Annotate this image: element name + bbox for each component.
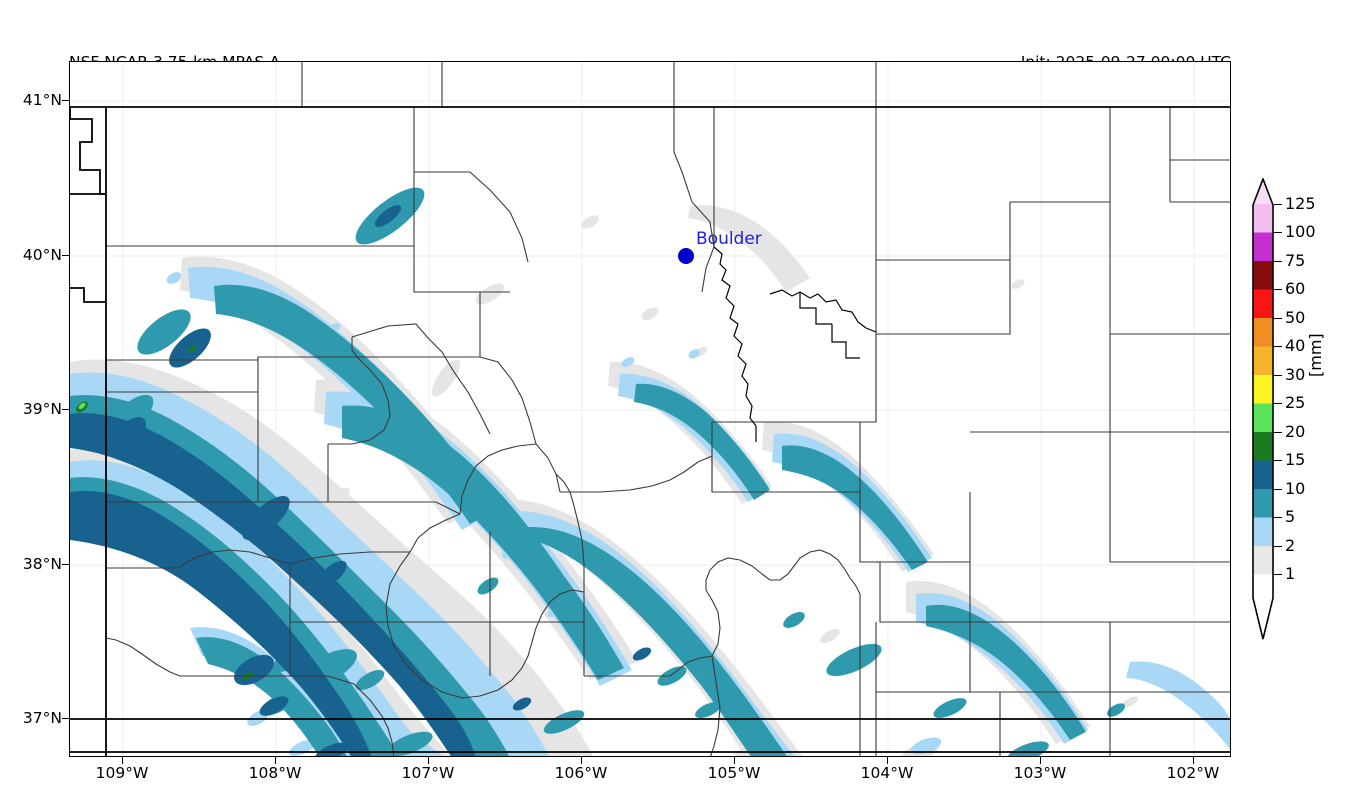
xtick-label-106w: 106°W <box>554 764 608 782</box>
cbtick-label-1: 1 <box>1285 564 1296 583</box>
xtick-mark-107w <box>428 757 429 764</box>
cbtick-mark-125 <box>1274 204 1282 205</box>
cbband-30-40 <box>1253 346 1273 375</box>
cbtick-mark-20 <box>1274 432 1282 433</box>
cbband-40-50 <box>1253 318 1273 347</box>
ytick-mark-38n <box>62 564 69 565</box>
precip-band-20-25 <box>78 402 86 410</box>
cbtick-mark-5 <box>1274 517 1282 518</box>
cbtick-mark-60 <box>1274 289 1282 290</box>
cbtick-label-30: 30 <box>1285 365 1306 384</box>
xtick-mark-108w <box>275 757 276 764</box>
ytick-label-41n: 41°N <box>22 91 62 109</box>
cbtick-label-75: 75 <box>1285 251 1306 270</box>
cbtick-mark-40 <box>1274 346 1282 347</box>
cbtick-label-10: 10 <box>1285 479 1306 498</box>
colorbar-over-arrow <box>1253 178 1273 204</box>
colorbar-unit-label: [mm] <box>1306 333 1325 377</box>
precip-band-10-15 <box>70 205 652 756</box>
map-canvas <box>70 62 1230 756</box>
cbtick-mark-30 <box>1274 375 1282 376</box>
colorbar-outline <box>1252 178 1274 640</box>
xtick-label-107w: 107°W <box>401 764 455 782</box>
cbband-25-30 <box>1253 375 1273 404</box>
cbtick-label-40: 40 <box>1285 336 1306 355</box>
terrain-outline <box>713 246 877 442</box>
cbtick-label-125: 125 <box>1285 194 1316 213</box>
cbband-20-25 <box>1253 403 1273 432</box>
xtick-mark-105w <box>734 757 735 764</box>
xtick-mark-103w <box>1040 757 1041 764</box>
ytick-label-39n: 39°N <box>22 400 62 418</box>
cbtick-mark-50 <box>1274 318 1282 319</box>
ytick-mark-40n <box>62 255 69 256</box>
map-panel[interactable]: Boulder <box>69 61 1231 757</box>
ytick-label-40n: 40°N <box>22 246 62 264</box>
cbband-75-100 <box>1253 232 1273 261</box>
ytick-label-37n: 37°N <box>22 709 62 727</box>
ytick-mark-39n <box>62 409 69 410</box>
cbband-60-75 <box>1253 261 1273 290</box>
ytick-label-38n: 38°N <box>22 555 62 573</box>
colorbar-bands <box>1253 178 1273 640</box>
ytick-mark-37n <box>62 718 69 719</box>
county-boundaries <box>105 62 1230 756</box>
cbtick-label-50: 50 <box>1285 308 1306 327</box>
xtick-label-109w: 109°W <box>95 764 149 782</box>
cbband-50-60 <box>1253 289 1273 318</box>
cbtick-mark-10 <box>1274 489 1282 490</box>
cbtick-label-60: 60 <box>1285 279 1306 298</box>
cbtick-mark-15 <box>1274 460 1282 461</box>
xtick-label-102w: 102°W <box>1166 764 1220 782</box>
xtick-label-108w: 108°W <box>248 764 302 782</box>
cbband-100-125 <box>1253 204 1273 233</box>
cbtick-mark-1 <box>1274 574 1282 575</box>
xtick-mark-106w <box>581 757 582 764</box>
colorbar[interactable] <box>1252 178 1274 640</box>
cbtick-label-100: 100 <box>1285 222 1316 241</box>
ytick-mark-41n <box>62 100 69 101</box>
xtick-mark-102w <box>1193 757 1194 764</box>
colorbar-gradient <box>1252 178 1274 640</box>
xtick-mark-104w <box>887 757 888 764</box>
cbtick-label-25: 25 <box>1285 393 1306 412</box>
cbband-15-20 <box>1253 432 1273 461</box>
state-boundaries <box>70 106 1230 756</box>
cbband-10-15 <box>1253 460 1273 489</box>
xtick-label-103w: 103°W <box>1013 764 1067 782</box>
cbtick-label-5: 5 <box>1285 507 1296 526</box>
cbtick-label-2: 2 <box>1285 536 1296 555</box>
xtick-label-105w: 105°W <box>707 764 761 782</box>
cbtick-label-20: 20 <box>1285 422 1306 441</box>
cbband-2-5 <box>1253 517 1273 546</box>
colorbar-under-arrow <box>1253 598 1273 640</box>
cbtick-mark-25 <box>1274 403 1282 404</box>
cbtick-label-15: 15 <box>1285 450 1306 469</box>
cbtick-mark-2 <box>1274 546 1282 547</box>
xtick-label-104w: 104°W <box>860 764 914 782</box>
cbband-1-2 <box>1253 546 1273 575</box>
cbtick-mark-75 <box>1274 261 1282 262</box>
cbtick-mark-100 <box>1274 232 1282 233</box>
xtick-mark-109w <box>122 757 123 764</box>
cbband-5-10 <box>1253 489 1273 518</box>
city-label-boulder: Boulder <box>696 229 762 249</box>
